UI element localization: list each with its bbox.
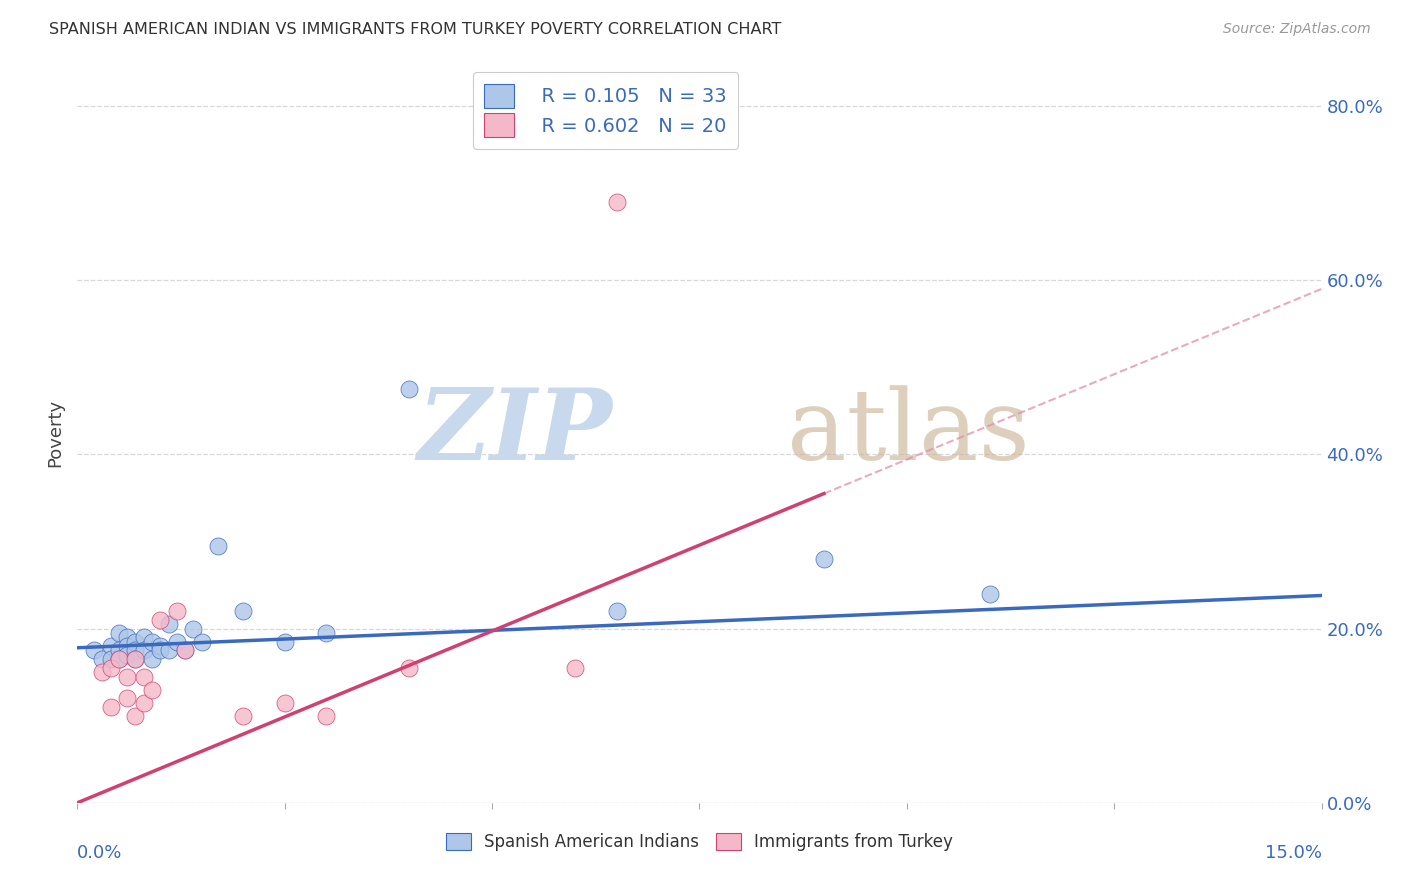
Text: atlas: atlas (786, 384, 1029, 481)
Point (606, 604, 628, 618)
Point (124, 652, 146, 666)
Point (100, 652, 122, 666)
Point (100, 661, 122, 675)
Point (108, 626, 131, 640)
Point (149, 613, 172, 627)
Point (141, 652, 163, 666)
Point (132, 669, 155, 683)
Point (174, 643, 197, 657)
Point (115, 648, 138, 662)
Text: SPANISH AMERICAN INDIAN VS IMMIGRANTS FROM TURKEY POVERTY CORRELATION CHART: SPANISH AMERICAN INDIAN VS IMMIGRANTS FR… (49, 22, 782, 37)
Point (207, 539, 229, 553)
Point (83, 643, 105, 657)
Point (398, 661, 420, 675)
Point (232, 604, 254, 618)
Point (132, 630, 155, 644)
Point (232, 708, 254, 723)
Text: ZIP: ZIP (418, 384, 613, 481)
Point (157, 643, 180, 657)
Point (141, 634, 163, 648)
Point (166, 604, 188, 618)
Point (274, 696, 297, 710)
Point (91, 665, 114, 680)
Point (979, 587, 1001, 601)
Point (564, 661, 586, 675)
Point (191, 634, 214, 648)
Point (398, 382, 420, 396)
Point (100, 639, 122, 653)
Point (149, 639, 172, 653)
Point (141, 682, 163, 697)
Point (115, 639, 138, 653)
Point (183, 622, 205, 636)
Point (124, 634, 146, 648)
Point (157, 617, 180, 632)
Text: Source: ZipAtlas.com: Source: ZipAtlas.com (1223, 22, 1371, 37)
Text: 0.0%: 0.0% (77, 844, 122, 862)
Legend: Spanish American Indians, Immigrants from Turkey: Spanish American Indians, Immigrants fro… (439, 826, 960, 857)
Point (115, 691, 138, 706)
Y-axis label: Poverty: Poverty (46, 399, 65, 467)
Point (115, 669, 138, 683)
Point (813, 552, 835, 566)
Point (91, 652, 114, 666)
Point (274, 634, 297, 648)
Text: 15.0%: 15.0% (1264, 844, 1322, 862)
Point (124, 708, 146, 723)
Point (166, 634, 188, 648)
Point (315, 626, 337, 640)
Point (606, 194, 628, 209)
Point (132, 696, 155, 710)
Point (124, 652, 146, 666)
Point (108, 652, 131, 666)
Point (124, 643, 146, 657)
Point (100, 700, 122, 714)
Point (132, 643, 155, 657)
Point (174, 643, 197, 657)
Point (108, 652, 131, 666)
Point (108, 643, 131, 657)
Point (315, 708, 337, 723)
Point (115, 630, 138, 644)
Point (149, 643, 172, 657)
